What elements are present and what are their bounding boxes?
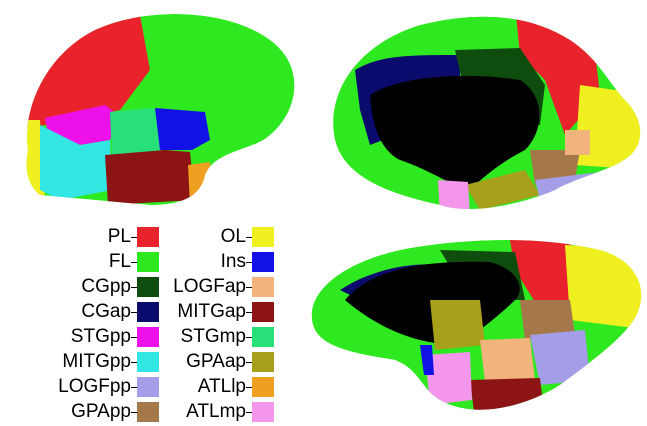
legend-item-cgap: CGap (0, 301, 165, 326)
legend-label: LOGFpp (58, 376, 131, 397)
legend-item-stgpp: STGpp (0, 326, 165, 351)
region-stgmp-lateral (110, 108, 160, 160)
legend-leader-line (246, 262, 252, 263)
legend-item-atlmp: ATLmp (115, 401, 280, 426)
brain-ventral-view (311, 240, 642, 410)
legend-item-cgpp: CGpp (0, 276, 165, 301)
legend-label: STGmp (180, 326, 246, 347)
region-pl-ventral (510, 240, 575, 310)
legend-item-stgmp: STGmp (115, 326, 280, 351)
legend-label: GPAap (186, 351, 246, 372)
region-atllp-lateral (188, 162, 212, 205)
legend-swatch (137, 252, 159, 272)
legend-label: OL (220, 226, 246, 247)
brain-medial-view (333, 16, 641, 210)
legend-label: ATLlp (197, 376, 246, 397)
legend-swatch (137, 302, 159, 322)
legend-label: LOGFap (173, 276, 246, 297)
region-mitgap-ventral (470, 378, 545, 410)
region-mitgpp-lateral (40, 125, 112, 200)
legend-swatch (252, 227, 274, 247)
legend-swatch (137, 352, 159, 372)
legend-label: ATLmp (186, 401, 246, 422)
legend-label: CGap (81, 301, 131, 322)
legend-swatch (252, 252, 274, 272)
legend-swatch (137, 327, 159, 347)
region-mitgap-lateral (105, 150, 195, 205)
legend-item-logfpp: LOGFpp (0, 376, 165, 401)
legend-item-gpaap: GPAap (115, 351, 280, 376)
legend-item-fl: FL (0, 251, 165, 276)
legend-swatch (137, 402, 159, 422)
legend-swatch (252, 352, 274, 372)
region-corpus-callosum-medial (370, 75, 540, 190)
region-gpaap-medial (465, 170, 540, 210)
legend-leader-line (246, 237, 252, 238)
legend-leader-line (246, 312, 252, 313)
legend-label: FL (108, 251, 131, 272)
legend-label: GPApp (71, 401, 131, 422)
region-ol-lateral (26, 120, 45, 200)
region-atlmp-medial (438, 180, 470, 210)
region-ol-medial (575, 85, 641, 170)
legend-item-ins: Ins (115, 251, 280, 276)
legend-swatch (252, 277, 274, 297)
legend-item-ol: OL (115, 226, 280, 251)
legend-swatch (252, 327, 274, 347)
region-stgpp-lateral (45, 105, 118, 145)
legend-label: MITGap (177, 301, 246, 322)
legend-leader-line (131, 287, 137, 288)
legend-label: PL (107, 226, 131, 247)
legend-leader-line (246, 362, 252, 363)
region-ins-lateral (155, 108, 210, 150)
region-gpapp-ventral (520, 300, 575, 340)
legend-leader-line (246, 412, 252, 413)
legend-item-atllp: ATLlp (115, 376, 280, 401)
legend-item-gpapp: GPApp (0, 401, 165, 426)
legend-label: MITGpp (62, 351, 131, 372)
legend-label: STGpp (70, 326, 131, 347)
region-logfap-ventral (480, 338, 535, 382)
legend-item-mitgap: MITGap (115, 301, 280, 326)
legend-label: CGpp (81, 276, 131, 297)
region-gpaap-ventral (430, 300, 485, 350)
legend-leader-line (131, 337, 137, 338)
legend-leader-line (131, 262, 137, 263)
region-logfpp-ventral (530, 330, 590, 385)
legend-swatch (137, 227, 159, 247)
region-ol-ventral (565, 245, 642, 330)
legend-leader-line (246, 337, 252, 338)
brain-lateral-view (26, 13, 295, 206)
legend-item-mitgpp: MITGpp (0, 351, 165, 376)
legend-leader-line (246, 287, 252, 288)
legend-swatch (252, 402, 274, 422)
region-logfap-medial (565, 130, 590, 155)
legend-leader-line (131, 237, 137, 238)
legend-swatch (137, 277, 159, 297)
legend-leader-line (246, 387, 252, 388)
legend-label: Ins (220, 251, 246, 272)
legend-right-column: OL Ins LOGFap MITGap STGmp GPAap ATLlp ATLmp (115, 226, 280, 426)
legend-item-logfap: LOGFap (115, 276, 280, 301)
legend-leader-line (131, 387, 137, 388)
region-atlmp-ventral (425, 352, 472, 405)
legend-swatch (252, 377, 274, 397)
legend-leader-line (131, 412, 137, 413)
legend-left-column: PL FL CGpp CGap STGpp MITGpp LOGFpp GPApp (0, 226, 165, 426)
legend-leader-line (131, 312, 137, 313)
legend-swatch (137, 377, 159, 397)
region-ins-ventral (420, 345, 434, 375)
legend-leader-line (131, 362, 137, 363)
legend-item-pl: PL (0, 226, 165, 251)
legend-swatch (252, 302, 274, 322)
